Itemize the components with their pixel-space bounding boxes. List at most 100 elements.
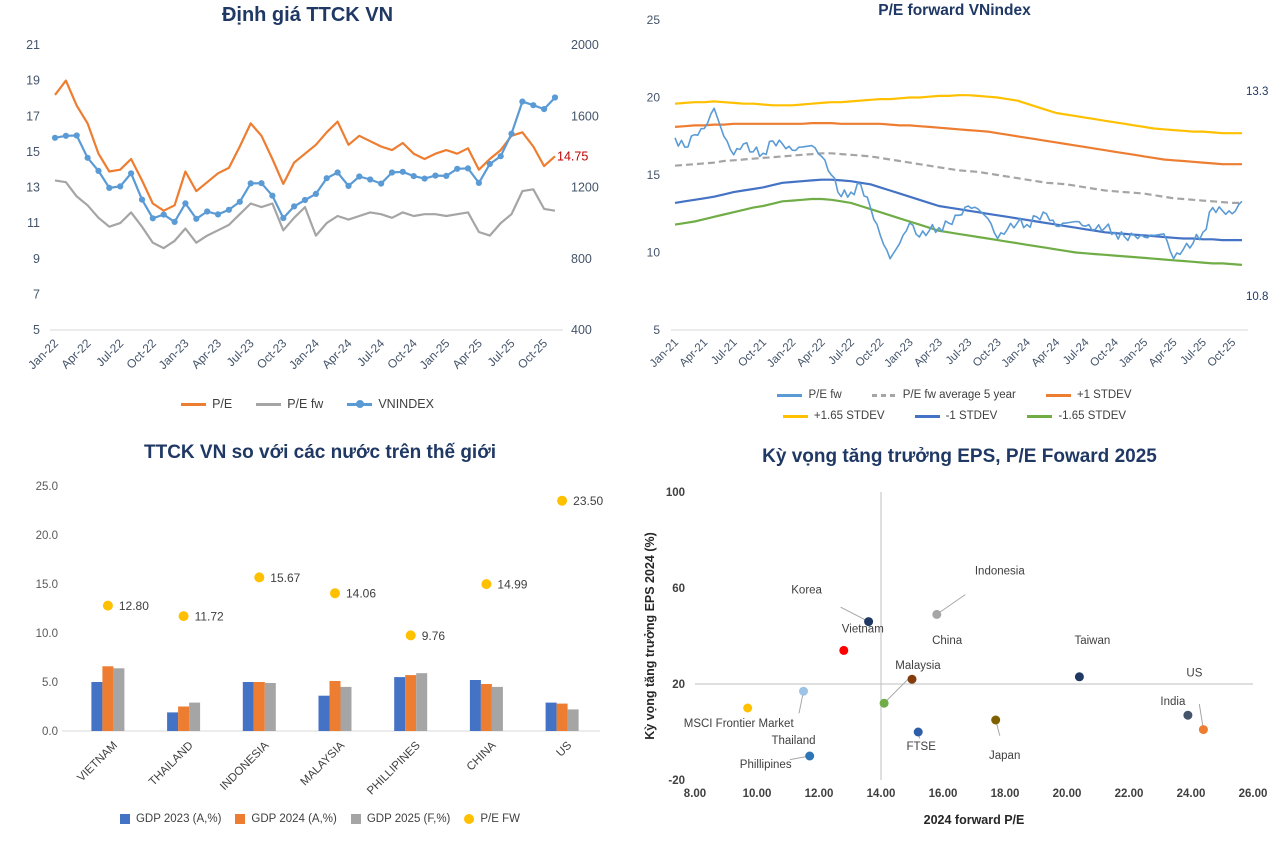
pe-end-value-label: 14.75 [557, 149, 588, 163]
legend-label-p-e: P/E [212, 397, 233, 411]
svg-text:Jul-24: Jul-24 [354, 336, 387, 369]
point-india [1183, 710, 1193, 720]
chart-valuation: Định giá TTCK VN 5 7 9 11 13 15 17 19 21 400 800 12… [0, 0, 615, 430]
annotation-top: 13.3 [1246, 86, 1268, 98]
svg-text:15.67: 15.67 [270, 571, 300, 585]
svg-text:MALAYSIA: MALAYSIA [299, 739, 348, 788]
bar-series-gdp-2024-a [102, 666, 568, 731]
legend-marker-dot [355, 400, 364, 408]
series-p-e [54, 79, 556, 212]
svg-text:Jan-24: Jan-24 [286, 336, 322, 372]
series-1-65-stdev [674, 197, 1243, 266]
svg-text:Jul-24: Jul-24 [1061, 336, 1092, 367]
legend-label-gdp-2024-a: GDP 2024 (A,%) [251, 813, 337, 825]
legend-label-p-e-fw: P/E fw [287, 397, 324, 411]
svg-text:5.0: 5.0 [42, 677, 58, 689]
point-label-korea: Korea [791, 585, 822, 597]
legend-item-1-stdev: -1 STDEV [914, 410, 997, 422]
legend-swatch-1-stdev [914, 414, 940, 418]
legend-swatch-1-65-stdev [1027, 414, 1053, 418]
svg-text:25.0: 25.0 [36, 481, 58, 493]
svg-text:9: 9 [33, 252, 40, 266]
point-indonesia [932, 609, 942, 619]
svg-text:20: 20 [672, 679, 685, 691]
svg-text:Apr-22: Apr-22 [795, 337, 828, 370]
legend-label-p-e-fw: P/E fw [808, 389, 842, 401]
point-china [879, 698, 889, 708]
svg-text:Jul-23: Jul-23 [224, 336, 257, 369]
svg-text:Jan-24: Jan-24 [1000, 336, 1034, 370]
legend-swatch-1-stdev [1045, 393, 1071, 397]
svg-text:-20: -20 [668, 775, 685, 787]
svg-text:Apr-25: Apr-25 [1147, 337, 1180, 370]
svg-text:Jan-21: Jan-21 [648, 337, 681, 370]
legend-item-gdp-2025-f: GDP 2025 (F,%) [350, 813, 450, 825]
svg-text:5: 5 [33, 323, 40, 337]
svg-text:15.0: 15.0 [36, 579, 58, 591]
legend-swatch-p-e [181, 402, 207, 406]
svg-text:Oct-21: Oct-21 [736, 337, 769, 370]
svg-text:Jan-23: Jan-23 [882, 337, 915, 370]
chart-valuation-plot: 579111315171921400800120016002000Jan-22A… [25, 38, 599, 372]
point-korea [864, 617, 874, 627]
svg-text:1600: 1600 [571, 109, 599, 123]
svg-text:11.72: 11.72 [195, 610, 224, 624]
svg-text:14.06: 14.06 [346, 587, 376, 601]
legend-item-p-e-fw: P/E FW [464, 813, 520, 825]
svg-text:18.00: 18.00 [991, 788, 1020, 800]
svg-text:Apr-24: Apr-24 [1029, 336, 1062, 369]
leader-indonesia [936, 594, 966, 615]
legend-swatch-p-e-fw [256, 402, 282, 406]
svg-text:Oct-22: Oct-22 [124, 336, 160, 372]
svg-text:23.50: 23.50 [573, 494, 603, 508]
point-label-japan: Japan [989, 750, 1020, 762]
svg-text:100: 100 [666, 487, 685, 499]
svg-text:PHILLIPINES: PHILLIPINES [365, 739, 423, 797]
svg-text:Oct-24: Oct-24 [384, 336, 420, 372]
point-label-msci-frontier-market: MSCI Frontier Market [684, 718, 795, 730]
chart-pe-forward-legend-row1: P/E fw P/E fw average 5 year +1 STDEV [630, 389, 1279, 401]
svg-text:400: 400 [571, 323, 592, 337]
svg-text:Oct-23: Oct-23 [971, 337, 1004, 370]
svg-text:19: 19 [26, 74, 40, 88]
legend-label-1-stdev: +1 STDEV [1076, 389, 1132, 401]
series-1-stdev [674, 178, 1242, 242]
svg-text:20.00: 20.00 [1053, 788, 1082, 800]
legend-item-vnindex: VNINDEX [347, 397, 434, 411]
svg-text:Apr-21: Apr-21 [678, 337, 711, 370]
chart-world-compare-plot: 0.0 5.0 10.0 15.0 20.0 25.0 VIETNAM THAILAND IND… [36, 481, 604, 797]
series-1-65-stdev [674, 94, 1242, 135]
svg-text:15: 15 [647, 168, 661, 182]
svg-text:20.0: 20.0 [36, 530, 58, 542]
svg-text:Jan-25: Jan-25 [417, 336, 453, 372]
legend-item-p-e-fw: P/E fw [256, 397, 323, 411]
svg-text:Jul-25: Jul-25 [1178, 337, 1209, 368]
y-axis-title: Kỳ vọng tăng trưởng EPS 2024 (%) [643, 532, 657, 740]
svg-text:2000: 2000 [571, 38, 599, 52]
point-malaysia [907, 674, 917, 684]
svg-text:8.00: 8.00 [684, 788, 706, 800]
svg-text:60: 60 [672, 583, 685, 595]
svg-text:10.00: 10.00 [743, 788, 772, 800]
chart-world-compare-legend: GDP 2023 (A,%) GDP 2024 (A,%) GDP 2025 (F,… [10, 813, 630, 825]
series-1-stdev [674, 122, 1242, 166]
legend-item-1-stdev: +1 STDEV [1045, 389, 1132, 401]
point-taiwan [1074, 672, 1084, 682]
legend-swatch-gdp-2025-f [350, 814, 361, 824]
chart-valuation-title: Định giá TTCK VN [221, 4, 394, 26]
series-p-e-fw [54, 179, 556, 250]
svg-text:11: 11 [27, 216, 40, 230]
legend-label-1-65-stdev: -1.65 STDEV [1058, 410, 1127, 422]
svg-text:14.00: 14.00 [867, 788, 896, 800]
legend-swatch-vnindex [347, 400, 373, 408]
point-ftse [913, 727, 923, 737]
point-msci-frontier-market [743, 703, 753, 713]
x-axis-title: 2024 forward P/E [924, 813, 1025, 827]
series-vnindex-markers [51, 94, 559, 225]
series-p-e-fw [674, 107, 1243, 260]
svg-text:12.00: 12.00 [805, 788, 834, 800]
svg-text:INDONESIA: INDONESIA [218, 739, 271, 792]
legend-item-1-65-stdev: -1.65 STDEV [1027, 410, 1126, 422]
series-p-e-fw-average-5-year [674, 152, 1242, 204]
